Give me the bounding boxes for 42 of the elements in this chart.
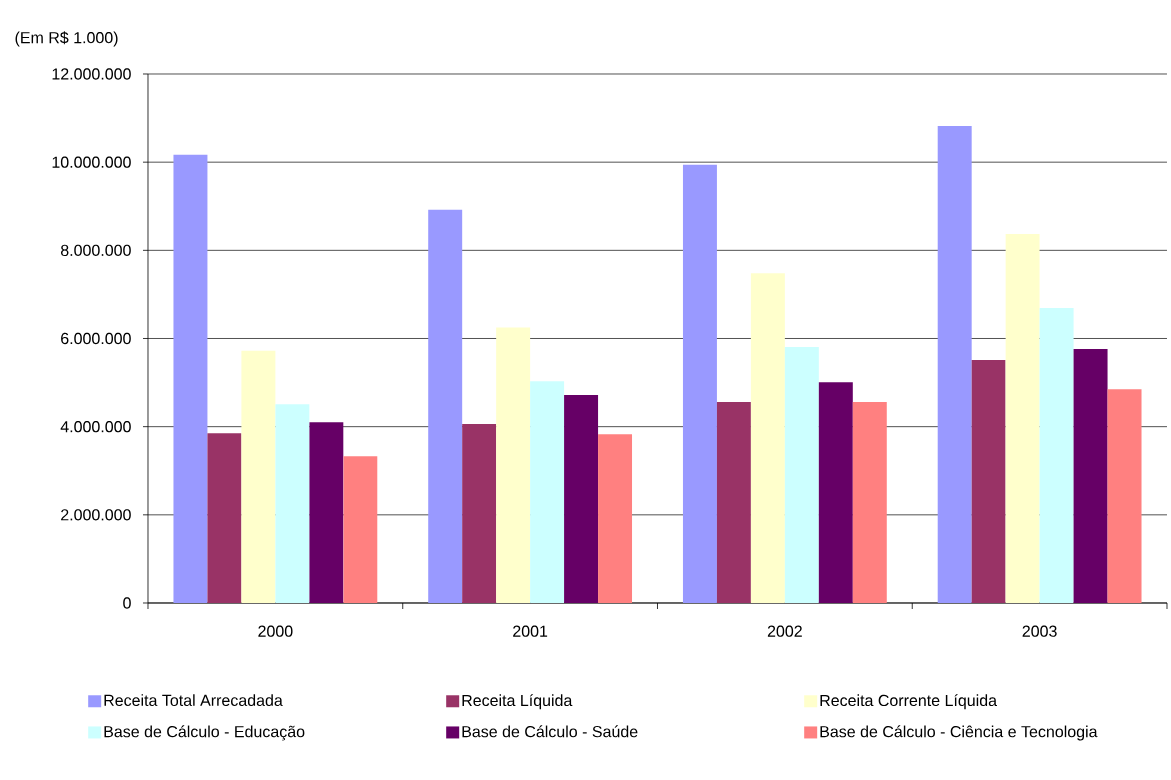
legend-label: Base de Cálculo - Educação xyxy=(104,725,305,741)
bar xyxy=(750,273,785,603)
bar xyxy=(241,350,276,603)
y-axis-title: (Em R$ 1.000) xyxy=(15,31,118,47)
y-tick-label: 12.000.000 xyxy=(52,68,131,80)
legend-label: Receita Corrente Líquida xyxy=(820,694,998,710)
y-tick-label: 10.000.000 xyxy=(52,156,131,168)
bar xyxy=(564,394,599,603)
y-tick-label: 6.000.000 xyxy=(61,332,131,345)
x-tick-label: 2002 xyxy=(767,625,802,637)
bar xyxy=(682,164,717,603)
bar xyxy=(1073,349,1108,603)
x-tick-label: 2003 xyxy=(1022,625,1057,637)
bar xyxy=(275,404,310,603)
legend-label: Receita Total Arrecadada xyxy=(104,694,283,707)
bar xyxy=(1107,389,1142,603)
bar xyxy=(530,381,565,603)
y-tick-label: 0 xyxy=(123,597,131,609)
bar xyxy=(496,327,531,603)
bar xyxy=(598,434,633,603)
legend-label: Base de Cálculo - Ciência e Tecnologia xyxy=(820,725,1098,741)
bar xyxy=(1039,308,1074,603)
bar xyxy=(937,126,972,603)
bar xyxy=(207,433,242,603)
y-tick-label: 2.000.000 xyxy=(61,509,131,521)
bar xyxy=(852,401,887,603)
bar xyxy=(343,456,378,603)
bar xyxy=(462,424,497,603)
bar xyxy=(971,360,1006,603)
bar xyxy=(716,401,751,603)
bar xyxy=(309,422,344,603)
y-tick-label: 4.000.000 xyxy=(60,421,131,433)
legend-label: Base de Cálculo - Saúde xyxy=(462,725,638,738)
legend-label: Receita Líquida xyxy=(462,694,573,710)
bar xyxy=(428,209,463,603)
x-tick-label: 2000 xyxy=(258,625,293,637)
y-tick-label: 8.000.000 xyxy=(60,244,131,256)
bar xyxy=(818,382,853,603)
bar xyxy=(173,154,208,603)
bar xyxy=(784,346,819,603)
x-tick-label: 2001 xyxy=(513,625,548,637)
bar xyxy=(1005,234,1040,603)
